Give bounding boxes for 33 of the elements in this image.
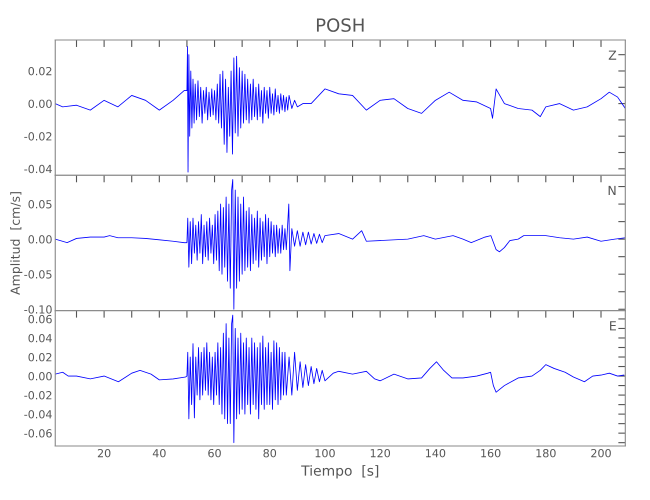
x-tick-label: 20 xyxy=(98,448,110,458)
x-tick-label: 40 xyxy=(152,448,166,458)
y-axis-title: Amplitud [cm/s] xyxy=(10,192,22,295)
x-tick-label: 60 xyxy=(208,448,221,458)
y-tick-label: -0.10 xyxy=(24,305,52,314)
line-series xyxy=(55,46,626,172)
y-tick-label: -0.04 xyxy=(24,164,52,174)
x-tick-label: 140 xyxy=(426,448,446,458)
annotation: Z xyxy=(608,50,616,60)
x-tick-label: 120 xyxy=(370,448,390,458)
x-tick-label: 180 xyxy=(536,448,556,458)
y-tick-label: 0.00 xyxy=(28,100,52,108)
chart-title: POSH xyxy=(316,18,364,32)
y-tick-label: -0.02 xyxy=(24,391,52,400)
x-tick-label: 160 xyxy=(481,448,500,458)
x-tick-label: 80 xyxy=(263,448,276,458)
y-tick-label: 0.02 xyxy=(28,352,52,362)
x-tick-label: 200 xyxy=(591,448,611,458)
y-tick-label: 0.05 xyxy=(28,200,52,208)
y-tick-label: -0.02 xyxy=(24,132,52,141)
y-tick-label: -0.04 xyxy=(24,410,52,418)
y-tick-label: 0.04 xyxy=(28,334,52,342)
y-tick-label: -0.06 xyxy=(24,429,52,438)
line-series xyxy=(55,314,624,444)
x-axis-title: Tiempo [s] xyxy=(301,465,378,479)
y-tick-label: 0.00 xyxy=(28,235,52,244)
y-tick-label: 0.00 xyxy=(28,372,52,380)
annotation: E xyxy=(610,321,616,330)
x-tick-label: 100 xyxy=(316,448,335,458)
annotation: N xyxy=(608,186,616,196)
y-tick-label: 0.06 xyxy=(28,314,52,324)
y-tick-label: -0.05 xyxy=(24,270,52,279)
y-tick-label: 0.02 xyxy=(28,66,52,76)
